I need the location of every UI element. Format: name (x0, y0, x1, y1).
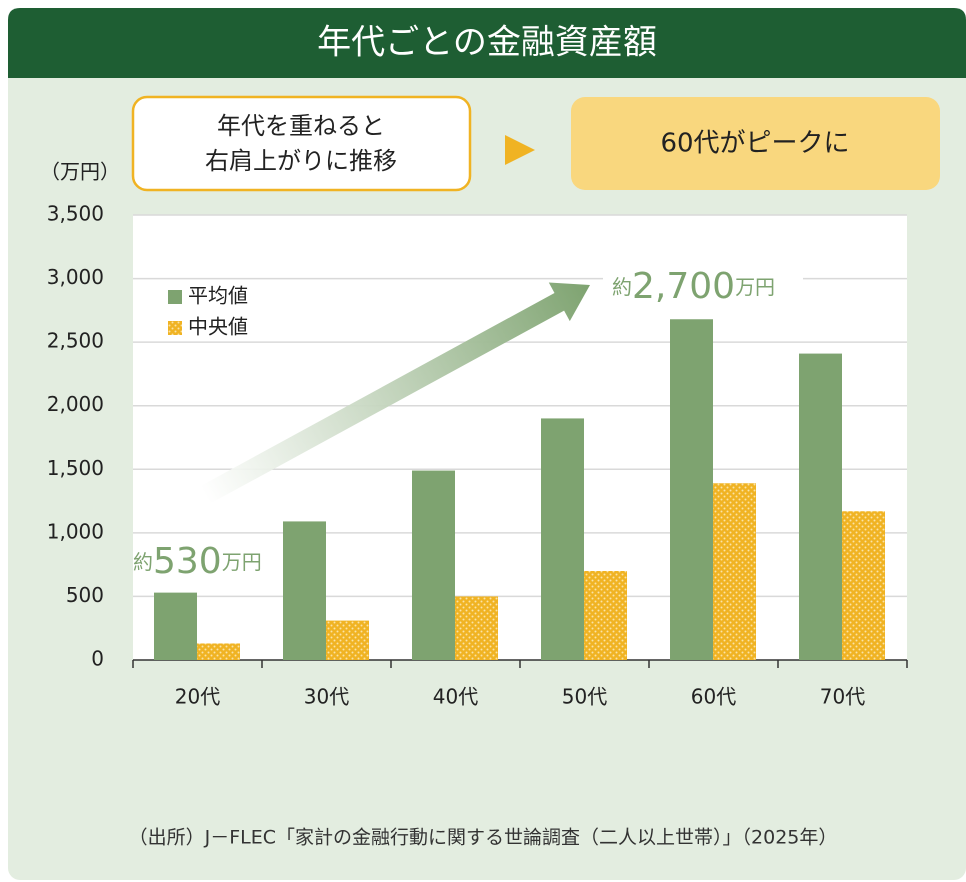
x-tick-label: 20代 (175, 685, 220, 709)
y-tick-label: 2,000 (47, 392, 104, 416)
source-note: （出所）J－FLEC「家計の金融行動に関する世論調査（二人以上世帯）」（2025… (129, 827, 838, 849)
y-tick-label: 1,500 (47, 456, 104, 480)
y-tick-label: 500 (66, 583, 104, 607)
y-unit: （万円） (40, 160, 120, 184)
bar (326, 620, 369, 660)
bar (670, 319, 713, 660)
callout-box (571, 97, 940, 190)
bar (541, 418, 584, 660)
bar (283, 521, 326, 660)
bar (584, 571, 627, 660)
bar (154, 592, 197, 660)
bar (842, 511, 885, 660)
x-tick-label: 70代 (820, 685, 865, 709)
legend-label: 中央値 (188, 315, 248, 339)
annotation-bg (603, 262, 803, 308)
x-tick-label: 40代 (433, 685, 478, 709)
header (8, 8, 966, 78)
callout-box (131, 95, 472, 192)
chart-title: 年代ごとの金融資産額 (317, 23, 657, 63)
bar (197, 643, 240, 660)
x-tick-label: 60代 (691, 685, 736, 709)
callout-arrow (505, 135, 535, 165)
y-tick-label: 0 (91, 647, 104, 671)
y-tick-label: 3,000 (47, 265, 104, 289)
callout-text: 右肩上がりに推移 (205, 147, 397, 175)
x-tick-label: 30代 (304, 685, 349, 709)
y-tick-label: 2,500 (47, 329, 104, 353)
y-tick-label: 3,500 (47, 202, 104, 226)
bar (412, 470, 455, 660)
annotation: 約2,700万円 (612, 266, 775, 307)
bar (799, 353, 842, 660)
bar (455, 596, 498, 660)
legend-swatch (168, 321, 182, 335)
legend-label: 平均値 (188, 284, 248, 308)
x-tick-label: 50代 (562, 685, 607, 709)
annotation: 約530万円 (133, 541, 262, 582)
bar (713, 483, 756, 660)
trend-arrow (200, 282, 590, 504)
callout-text: 60代がピークに (660, 129, 849, 159)
legend-swatch (168, 290, 182, 304)
callout-text: 年代を重ねると (217, 112, 385, 140)
y-tick-label: 1,000 (47, 519, 104, 543)
